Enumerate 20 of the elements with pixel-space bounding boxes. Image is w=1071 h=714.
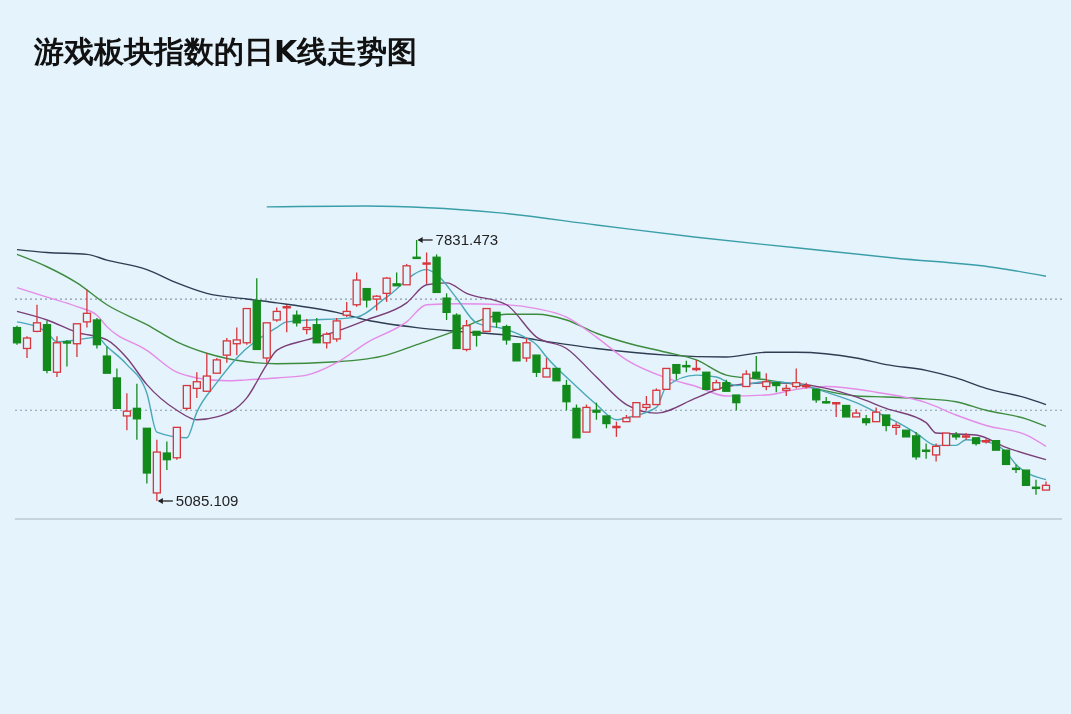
candlestick [132, 382, 142, 441]
candlestick [931, 442, 941, 463]
candlestick [62, 339, 72, 368]
candlestick [92, 317, 102, 350]
candlestick [961, 432, 971, 441]
annotation: 5085.109 [175, 492, 239, 510]
candlestick [22, 335, 32, 359]
candlestick [981, 438, 991, 445]
candlestick [892, 421, 901, 436]
candlestick [42, 320, 52, 374]
candlestick [162, 440, 171, 471]
chart-title: 游戏板块指数的日K线走势图 [33, 34, 418, 69]
annotation: 7831.473 [435, 231, 499, 249]
candlestick [12, 325, 22, 346]
candlestick [82, 288, 92, 329]
candlestick [911, 431, 921, 461]
candlestick [152, 439, 162, 502]
candlestick [52, 335, 62, 378]
candlestick [122, 392, 132, 431]
candlestick [951, 431, 961, 441]
